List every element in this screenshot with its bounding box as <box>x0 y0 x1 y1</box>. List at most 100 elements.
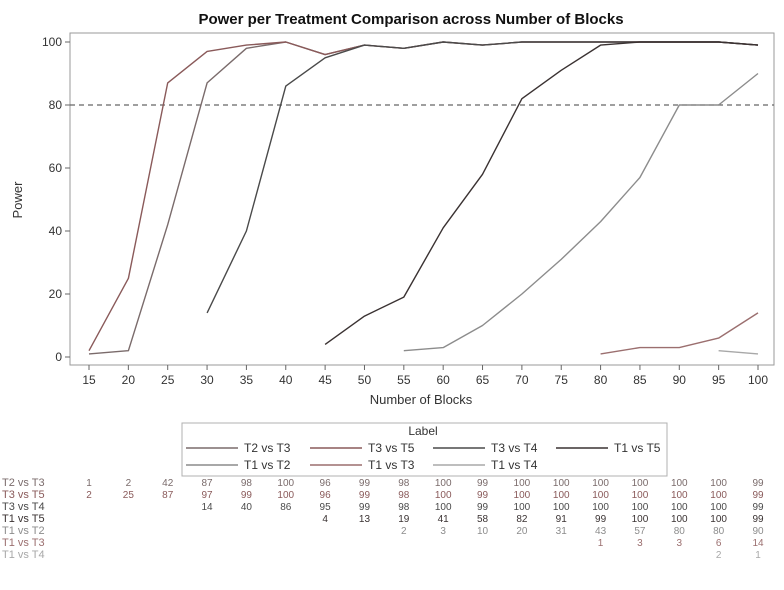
table-row-label-t1-vs-t2: T1 vs T2 <box>2 525 45 537</box>
y-axis-label: Power <box>10 181 25 219</box>
table-cell: 100 <box>277 478 294 489</box>
table-cell: 3 <box>637 538 643 549</box>
table-cell: 100 <box>592 478 609 489</box>
table-cell: 99 <box>359 502 371 513</box>
table-cell: 100 <box>671 478 688 489</box>
table-cell: 19 <box>398 514 410 525</box>
table-cell: 100 <box>553 490 570 501</box>
table-cell: 2 <box>126 478 132 489</box>
legend-label-t1-vs-t3: T1 vs T3 <box>368 458 415 472</box>
table-cell: 2 <box>86 490 92 501</box>
table-cell: 100 <box>710 502 727 513</box>
table-cell: 99 <box>477 490 489 501</box>
legend-label-t2-vs-t3: T2 vs T3 <box>244 441 291 455</box>
table-cell: 100 <box>592 490 609 501</box>
table-cell: 97 <box>201 490 213 501</box>
legend-label-t1-vs-t5: T1 vs T5 <box>614 441 661 455</box>
table-cell: 31 <box>556 526 568 537</box>
table-row-label-t2-vs-t3: T2 vs T3 <box>2 477 45 489</box>
table-row-label-t3-vs-t5: T3 vs T5 <box>2 489 45 501</box>
table-cell: 100 <box>435 478 452 489</box>
table-cell: 99 <box>477 502 489 513</box>
table-cell: 100 <box>632 514 649 525</box>
table-cell: 100 <box>277 490 294 501</box>
table-cell: 98 <box>398 478 410 489</box>
table-cell: 20 <box>516 526 528 537</box>
table-cell: 99 <box>752 514 764 525</box>
table-cell: 99 <box>595 514 607 525</box>
table-cell: 40 <box>241 502 253 513</box>
table-cell: 100 <box>710 478 727 489</box>
table-cell: 43 <box>595 526 607 537</box>
x-tick-label: 85 <box>633 373 647 387</box>
y-tick-label: 100 <box>42 35 62 49</box>
legend-label-t1-vs-t4: T1 vs T4 <box>491 458 538 472</box>
table-cell: 95 <box>320 502 332 513</box>
x-tick-label: 95 <box>712 373 726 387</box>
table-cell: 100 <box>592 502 609 513</box>
table-cell: 3 <box>677 538 683 549</box>
table-cell: 2 <box>716 550 722 561</box>
series-line-t3-vs-t5 <box>88 41 759 352</box>
table-cell: 100 <box>514 478 531 489</box>
table-cell: 100 <box>435 490 452 501</box>
table-row-label-t1-vs-t4: T1 vs T4 <box>2 549 45 561</box>
y-tick-label: 80 <box>49 98 63 112</box>
x-tick-label: 75 <box>555 373 569 387</box>
x-axis-label: Number of Blocks <box>370 392 473 407</box>
series-line-t1-vs-t3 <box>600 312 759 355</box>
table-cell: 13 <box>359 514 371 525</box>
x-tick-label: 40 <box>279 373 293 387</box>
table-cell: 80 <box>674 526 686 537</box>
x-tick-label: 90 <box>673 373 687 387</box>
series-line-t3-vs-t4 <box>206 41 759 314</box>
table-cell: 100 <box>632 490 649 501</box>
table-cell: 98 <box>241 478 253 489</box>
table-cell: 100 <box>553 502 570 513</box>
legend: Label T2 vs T3 T3 vs T5 T3 vs T4 T1 vs T5 T1… <box>181 422 668 477</box>
series-line-t1-vs-t5 <box>324 41 759 345</box>
table-cell: 1 <box>755 550 761 561</box>
table-cell: 98 <box>398 490 410 501</box>
table-row-label-t1-vs-t5: T1 vs T5 <box>2 513 45 525</box>
table-cell: 86 <box>280 502 292 513</box>
table-row-label-t1-vs-t3: T1 vs T3 <box>2 537 45 549</box>
table-cell: 6 <box>716 538 722 549</box>
table-cell: 100 <box>514 490 531 501</box>
table-cell: 99 <box>359 478 371 489</box>
table-cell: 96 <box>320 490 332 501</box>
table-cell: 100 <box>553 478 570 489</box>
legend-label-t3-vs-t4: T3 vs T4 <box>491 441 538 455</box>
series-line-t2-vs-t3 <box>88 41 759 355</box>
table-cell: 99 <box>241 490 253 501</box>
plot-frame <box>69 32 775 366</box>
table-cell: 87 <box>201 478 213 489</box>
y-tick-label: 40 <box>49 224 63 238</box>
table-cell: 57 <box>634 526 646 537</box>
table-cell: 100 <box>632 478 649 489</box>
table-cell: 100 <box>435 502 452 513</box>
x-tick-label: 45 <box>318 373 332 387</box>
x-tick-label: 60 <box>436 373 450 387</box>
table-cell: 100 <box>514 502 531 513</box>
table-cell: 41 <box>438 514 450 525</box>
table-cell: 100 <box>632 502 649 513</box>
y-tick-label: 20 <box>49 287 63 301</box>
y-tick-label: 60 <box>49 161 63 175</box>
legend-label-t3-vs-t5: T3 vs T5 <box>368 441 415 455</box>
legend-title: Label <box>408 424 437 438</box>
x-tick-label: 15 <box>82 373 96 387</box>
table-cell: 2 <box>401 526 407 537</box>
y-tick-label: 0 <box>55 350 62 364</box>
table-cell: 99 <box>752 478 764 489</box>
table-cell: 100 <box>671 502 688 513</box>
table-cell: 14 <box>752 538 764 549</box>
table-cell: 96 <box>320 478 332 489</box>
table-cell: 100 <box>671 514 688 525</box>
x-tick-label: 25 <box>161 373 175 387</box>
table-cell: 14 <box>201 502 213 513</box>
table-cell: 1 <box>86 478 92 489</box>
series-line-t1-vs-t4 <box>718 350 759 355</box>
legend-box <box>181 422 668 477</box>
